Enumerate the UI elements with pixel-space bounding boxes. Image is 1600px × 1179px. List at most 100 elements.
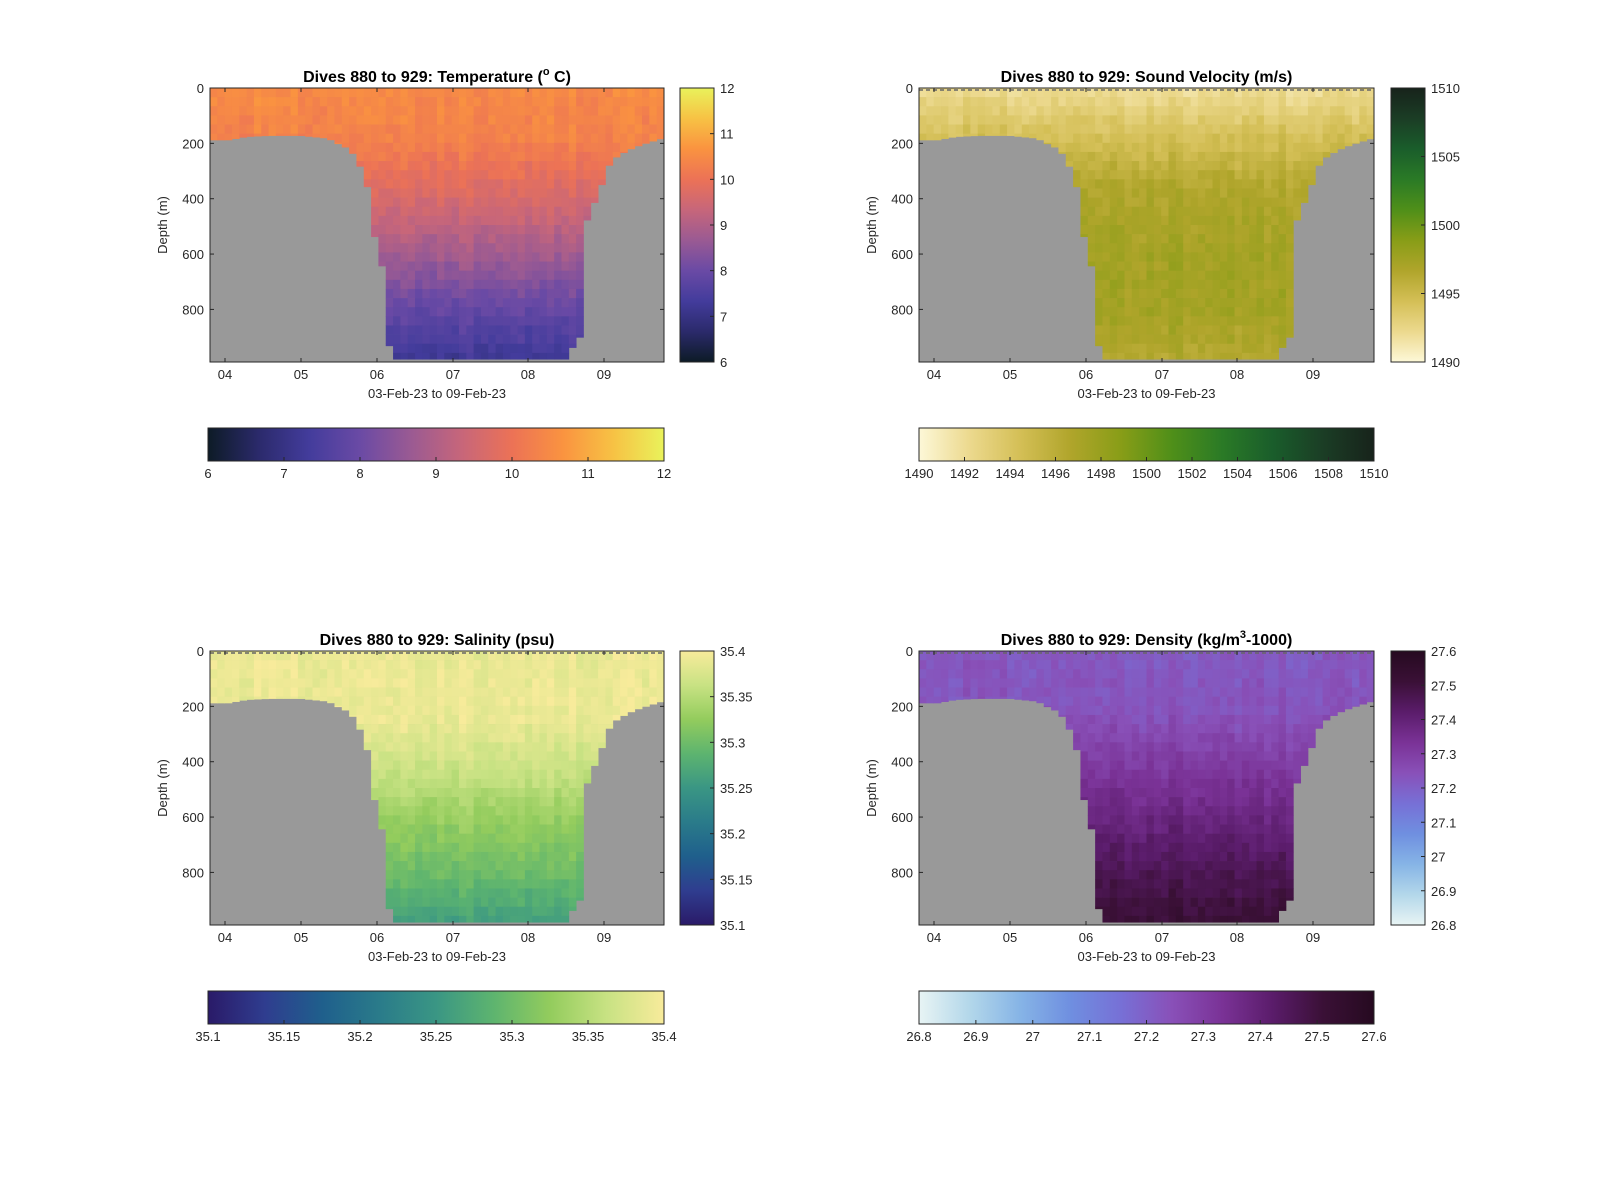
- data-cell: [919, 696, 927, 704]
- data-cell: [1197, 806, 1206, 816]
- data-cell: [444, 851, 453, 862]
- data-cell: [1146, 179, 1155, 189]
- data-cell: [1271, 252, 1279, 262]
- data-cell: [1219, 106, 1228, 116]
- data-cell: [1095, 88, 1103, 98]
- data-cell: [568, 861, 577, 871]
- data-cell: [985, 687, 993, 697]
- data-cell: [532, 270, 540, 281]
- data-cell: [363, 651, 372, 661]
- data-cell: [444, 742, 453, 752]
- data-cell: [385, 161, 394, 171]
- data-cell: [1271, 687, 1279, 697]
- data-cell: [327, 106, 335, 116]
- data-cell: [451, 88, 460, 98]
- data-cell: [480, 870, 489, 880]
- data-cell: [1131, 851, 1140, 862]
- data-cell: [1095, 243, 1103, 253]
- data-cell: [1168, 106, 1177, 116]
- data-cell: [546, 669, 555, 679]
- data-cell: [1285, 225, 1294, 235]
- data-cell: [1146, 751, 1155, 761]
- data-cell: [517, 106, 526, 116]
- data-cell: [407, 325, 416, 335]
- data-cell: [356, 714, 365, 725]
- data-cell: [437, 769, 445, 780]
- data-cell: [532, 298, 540, 308]
- data-cell: [1117, 288, 1125, 299]
- data-cell: [1102, 842, 1111, 853]
- data-cell: [1109, 151, 1118, 162]
- data-cell: [517, 678, 526, 688]
- data-cell: [415, 298, 423, 308]
- data-cell: [642, 88, 650, 98]
- data-cell: [970, 124, 979, 134]
- data-cell: [1117, 261, 1125, 271]
- data-cell: [1117, 851, 1125, 862]
- data-cell: [488, 206, 496, 217]
- horizontal-colorbar-label: 6: [204, 466, 211, 481]
- data-cell: [1315, 651, 1324, 661]
- data-cell: [1007, 106, 1015, 116]
- data-cell: [488, 334, 496, 345]
- data-cell: [1183, 252, 1191, 262]
- data-cell: [1109, 742, 1118, 752]
- data-cell: [1146, 714, 1155, 725]
- data-cell: [1168, 133, 1177, 144]
- data-cell: [1080, 788, 1089, 798]
- data-cell: [524, 751, 533, 761]
- data-cell: [1234, 316, 1243, 326]
- data-cell: [502, 352, 511, 360]
- data-cell: [1190, 769, 1199, 780]
- data-cell: [495, 769, 504, 780]
- data-cell: [627, 142, 636, 150]
- data-cell: [488, 225, 496, 235]
- data-cell: [437, 225, 445, 235]
- data-cell: [554, 261, 562, 271]
- data-cell: [1234, 234, 1243, 244]
- data-cell: [1036, 133, 1045, 141]
- data-cell: [1007, 660, 1015, 670]
- data-cell: [1263, 842, 1272, 853]
- data-cell: [532, 352, 540, 360]
- data-cell: [1175, 97, 1184, 107]
- data-cell: [1087, 660, 1096, 670]
- data-cell: [1212, 824, 1221, 834]
- data-cell: [1234, 352, 1243, 360]
- data-cell: [1263, 733, 1272, 743]
- data-cell: [532, 343, 540, 354]
- data-cell: [963, 133, 971, 137]
- data-cell: [554, 733, 562, 743]
- data-cell: [1175, 243, 1184, 253]
- data-cell: [1183, 687, 1191, 697]
- data-cell: [451, 142, 460, 153]
- data-cell: [561, 769, 570, 780]
- data-cell: [1124, 316, 1133, 326]
- data-cell: [1036, 106, 1045, 116]
- data-cell: [502, 897, 511, 908]
- data-cell: [371, 651, 379, 661]
- data-cell: [1285, 778, 1294, 789]
- data-cell: [1263, 851, 1272, 862]
- data-cell: [385, 316, 394, 326]
- data-cell: [1146, 115, 1155, 125]
- data-cell: [1285, 788, 1294, 798]
- data-cell: [473, 106, 482, 116]
- data-cell: [1153, 751, 1162, 761]
- data-cell: [1124, 206, 1133, 217]
- data-cell: [1300, 115, 1309, 125]
- data-cell: [217, 115, 226, 125]
- data-cell: [1139, 705, 1147, 716]
- data-cell: [1227, 343, 1235, 354]
- data-cell: [517, 325, 526, 335]
- data-cell: [400, 316, 409, 326]
- data-cell: [1095, 751, 1103, 761]
- data-cell: [561, 778, 570, 789]
- data-cell: [363, 724, 372, 734]
- data-cell: [385, 742, 394, 752]
- data-cell: [1249, 97, 1257, 107]
- data-cell: [1080, 724, 1089, 734]
- data-cell: [1102, 243, 1111, 253]
- data-cell: [1205, 724, 1213, 734]
- data-cell: [1073, 733, 1081, 743]
